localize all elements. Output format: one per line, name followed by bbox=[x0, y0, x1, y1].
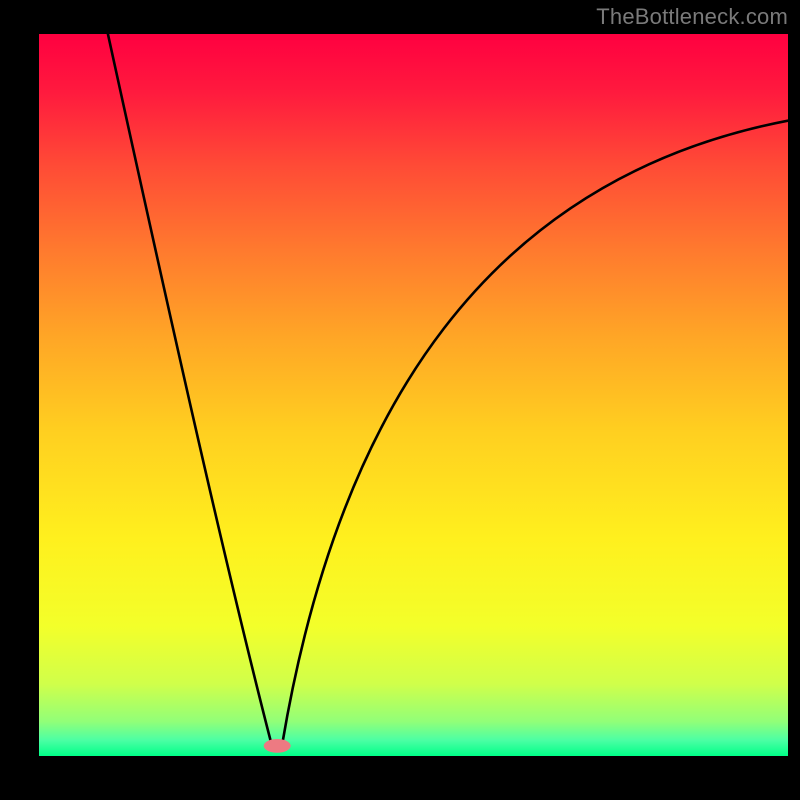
watermark-text: TheBottleneck.com bbox=[596, 4, 788, 30]
plot-background bbox=[39, 34, 788, 756]
chart-container: TheBottleneck.com bbox=[0, 0, 800, 800]
bottleneck-chart bbox=[0, 0, 800, 800]
vertex-marker bbox=[264, 739, 291, 753]
